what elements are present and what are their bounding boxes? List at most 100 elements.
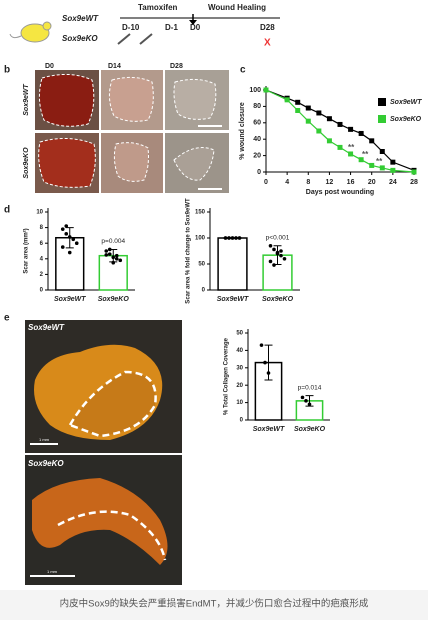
legend-label: Sox9eKO [390,116,422,123]
data-point [266,371,271,375]
day-label: D28 [260,23,275,32]
data-point [118,258,123,263]
legend-label: Sox9eWT [390,99,422,106]
marker [390,159,396,165]
x-tick-label: 0 [264,179,268,186]
panel-letter: b [4,65,10,76]
panel-letter: c [240,65,246,76]
x-tick-label: Sox9eKO [262,296,294,303]
annotation: ** [348,143,355,152]
y-axis-label: Scar area (mm²) [23,228,30,273]
data-point [237,236,242,240]
marker [379,149,385,154]
row-label: Sox9eWT [23,84,30,116]
annotation: p=0.004 [101,238,125,245]
panel-letter: e [4,313,10,324]
marker [358,130,364,136]
y-tick-label: 60 [253,120,261,127]
data-point [104,253,109,257]
x-axis-label: Days post wounding [306,189,374,196]
marker [316,110,322,116]
collagen-images: 1 mm Sox9eWT 1 mm Sox9eKO [25,320,182,585]
marker [263,87,269,93]
wound [108,76,154,122]
data-point [64,224,69,228]
marker [284,97,290,103]
mouse-ear [42,21,52,31]
y-tick-label: 10 [36,210,43,216]
data-point [114,253,119,258]
annotation: ** [362,150,369,159]
mouse-body [20,23,50,43]
x-tick-label: 8 [306,179,310,186]
data-point [279,249,283,253]
end-mark: X [264,38,271,49]
marker [316,128,322,134]
y-tick-label: 40 [253,136,261,143]
column-label: D28 [170,63,183,70]
y-axis-label: Scar area % fold change to Sox9eWT [186,198,192,304]
data-point [223,236,228,240]
y-tick-label: 40 [236,348,243,354]
data-point [268,244,273,248]
row-label: Sox9eKO [28,459,64,468]
x-tick-label: 28 [410,179,418,186]
x-tick-label: Sox9eWT [217,296,249,303]
row-label: Sox9eWT [28,323,65,332]
data-point [279,253,283,258]
marker [411,169,417,175]
marker [305,105,311,111]
marker [358,157,364,163]
data-point [230,236,235,240]
data-point [60,245,65,249]
scar-outline [57,510,167,561]
data-point [272,247,276,252]
marker [379,165,385,171]
marker [326,116,332,122]
data-point [300,395,305,400]
y-tick-label: 10 [236,400,243,406]
y-tick-label: 0 [40,288,44,294]
data-point [64,232,69,236]
wound [38,138,96,188]
data-point [107,252,112,256]
mouse-tail [9,33,22,39]
marker [295,108,301,113]
data-point [263,360,267,365]
annotation: p=0.014 [298,384,322,391]
marker [326,138,332,144]
wound [113,142,149,182]
data-point [111,255,116,260]
day-label: D-1 [165,23,178,32]
data-point [304,399,308,403]
data-point [275,251,280,256]
x-tick-label: 12 [326,179,334,186]
y-tick-label: 100 [195,236,206,242]
photo-grid [35,70,229,193]
data-point [74,241,79,245]
y-tick-label: 0 [240,418,244,424]
marker [348,126,354,132]
x-tick-label: Sox9eWT [54,296,86,303]
x-tick-label: Sox9eKO [98,296,130,303]
y-tick-label: 2 [40,272,44,278]
data-point [259,343,264,347]
data-point [307,402,312,407]
marker [337,121,343,127]
marker [337,144,343,150]
arrow-head [189,20,197,25]
panel-letter: d [4,205,10,216]
y-tick-label: 100 [249,87,261,94]
wound [38,74,95,127]
x-tick-label: Sox9eKO [294,426,326,433]
data-point [104,249,109,253]
column-label: D0 [45,63,54,70]
x-tick-label: 24 [389,179,397,186]
data-point [227,236,231,240]
y-tick-label: 50 [198,262,205,268]
annotation: ** [376,157,383,166]
y-tick-label: 150 [195,210,206,216]
data-point [272,263,276,267]
wound [173,147,215,181]
